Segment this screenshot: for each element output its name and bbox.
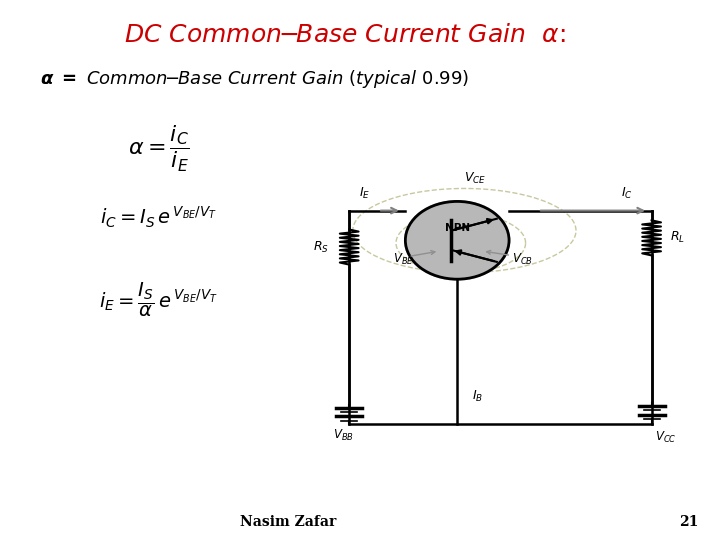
Text: $I_E$: $I_E$ <box>359 186 371 201</box>
Text: $V_{BB}$: $V_{BB}$ <box>333 428 354 443</box>
Text: $\mathit{DC\ Common\!\!-\!\!Base\ Current\ Gain}\ \ \alpha\!:$: $\mathit{DC\ Common\!\!-\!\!Base\ Curren… <box>125 24 567 48</box>
Text: 21: 21 <box>679 515 698 529</box>
Text: $i_E = \dfrac{I_S}{\alpha}\, e^{\,V_{BE}/V_T}$: $i_E = \dfrac{I_S}{\alpha}\, e^{\,V_{BE}… <box>99 281 218 319</box>
Text: $V_{CE}$: $V_{CE}$ <box>464 171 486 186</box>
Text: NPN: NPN <box>445 224 469 233</box>
Text: $R_L$: $R_L$ <box>670 231 685 245</box>
Text: $V_{CB}$: $V_{CB}$ <box>511 252 533 267</box>
Text: $I_B$: $I_B$ <box>472 389 482 404</box>
Text: $V_{BE}$: $V_{BE}$ <box>392 252 414 267</box>
Text: $R_S$: $R_S$ <box>313 240 329 254</box>
Circle shape <box>405 201 509 279</box>
Text: $I_C$: $I_C$ <box>621 186 632 201</box>
Text: $\boldsymbol{\alpha}\ \mathbf{=}\ \mathit{Common\!\!-\!\!Base\ Current\ Gain\ (t: $\boldsymbol{\alpha}\ \mathbf{=}\ \mathi… <box>40 68 469 90</box>
Text: $V_{CC}$: $V_{CC}$ <box>655 430 677 445</box>
Text: Nasim Zafar: Nasim Zafar <box>240 515 336 529</box>
Text: $\alpha = \dfrac{i_C}{i_E}$: $\alpha = \dfrac{i_C}{i_E}$ <box>127 124 189 174</box>
Text: $i_C = I_S\, e^{\,V_{BE}/V_T}$: $i_C = I_S\, e^{\,V_{BE}/V_T}$ <box>100 205 217 231</box>
